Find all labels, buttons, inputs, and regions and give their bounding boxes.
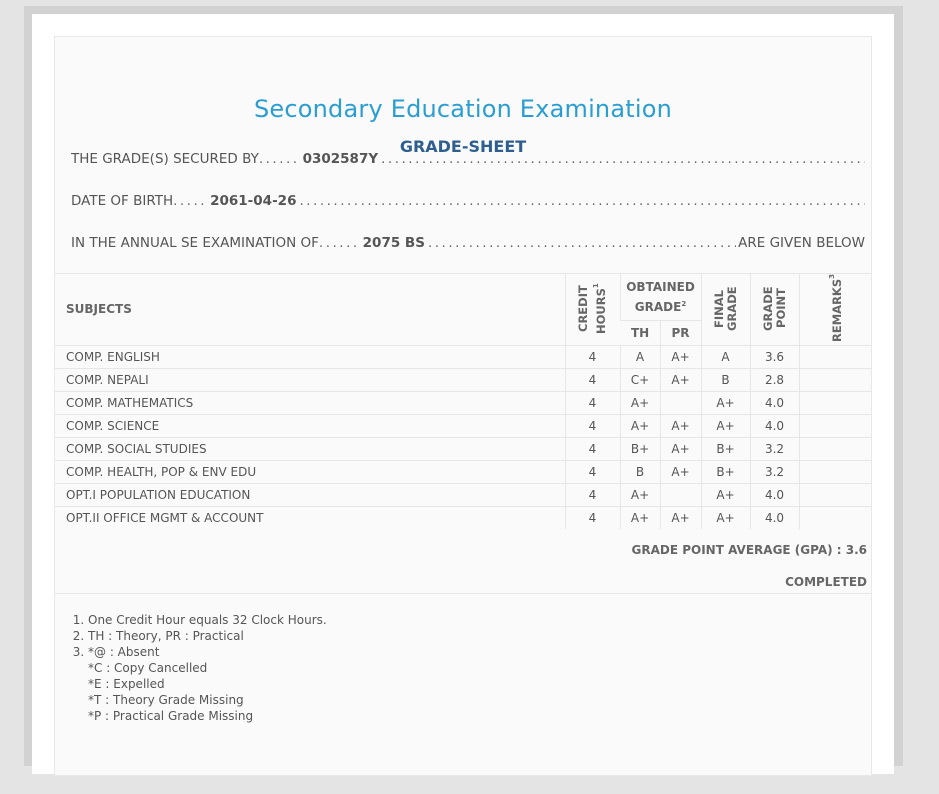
remarks-cell — [798, 436, 871, 461]
remarks-cell — [798, 390, 871, 415]
credit-cell: 4 — [564, 413, 620, 438]
grade-point-cell: 4.0 — [749, 413, 799, 438]
th-grade-cell: A+ — [619, 413, 660, 438]
date-of-birth: 2061-04-26 — [210, 193, 297, 209]
grade-point-header: GRADE POINT — [749, 273, 799, 346]
grade-point-cell: 4.0 — [749, 505, 799, 529]
table-row: COMP. HEALTH, POP & ENV EDU 4 B A+ B+ 3.2 — [55, 459, 871, 484]
subject-cell: OPT.II OFFICE MGMT & ACCOUNT — [55, 505, 565, 529]
pr-grade-cell — [659, 482, 701, 507]
final-grade-header: FINAL GRADE — [700, 273, 750, 346]
secured-by-label: THE GRADE(S) SECURED BY — [71, 151, 259, 167]
th-grade-cell: B+ — [619, 436, 660, 461]
th-grade-cell: B — [619, 459, 660, 484]
remarks-cell — [798, 505, 871, 529]
footnote-1: One Credit Hour equals 32 Clock Hours. — [88, 612, 871, 628]
pr-header: PR — [659, 320, 701, 346]
result-status: COMPLETED — [785, 575, 867, 589]
table-row: OPT.II OFFICE MGMT & ACCOUNT 4 A+ A+ A+ 4.0 — [55, 505, 871, 529]
grade-point-cell: 2.8 — [749, 367, 799, 392]
remarks-cell — [798, 344, 871, 369]
footnote-3: *@ : Absent *C : Copy Cancelled*E : Expe… — [88, 644, 871, 724]
subject-cell: COMP. SCIENCE — [55, 413, 565, 438]
grades-table: SUBJECTS CREDIT HOURS1 OBTAINED GRADE2 F… — [55, 272, 871, 529]
credit-cell: 4 — [564, 367, 620, 392]
grade-point-cell: 3.2 — [749, 436, 799, 461]
exam-label: IN THE ANNUAL SE EXAMINATION OF — [71, 235, 319, 251]
final-grade-cell: B+ — [700, 436, 750, 461]
table-row: COMP. MATHEMATICS 4 A+ A+ 4.0 — [55, 390, 871, 415]
table-row: COMP. NEPALI 4 C+ A+ B 2.8 — [55, 367, 871, 392]
remarks-cell — [798, 367, 871, 392]
final-grade-cell: A+ — [700, 390, 750, 415]
pr-grade-cell: A+ — [659, 436, 701, 461]
credit-hours-header: CREDIT HOURS1 — [564, 273, 620, 346]
th-grade-cell: C+ — [619, 367, 660, 392]
pr-grade-cell: A+ — [659, 505, 701, 529]
subject-cell: COMP. NEPALI — [55, 367, 565, 392]
table-row: COMP. ENGLISH 4 A A+ A 3.6 — [55, 344, 871, 369]
code-list: *C : Copy Cancelled *E : Expelled *T : The… — [88, 660, 871, 724]
dob-line: DATE OF BIRTH ..... 2061-04-26 .........… — [71, 193, 865, 209]
grade-point-cell: 3.6 — [749, 344, 799, 369]
obtained-grade-header: OBTAINED GRADE2 — [619, 272, 701, 321]
code-item: *E : Expelled — [88, 677, 165, 691]
pr-grade-cell: A+ — [659, 459, 701, 484]
exam-suffix: ARE GIVEN BELOW — [738, 235, 865, 251]
remarks-header: REMARKS3 — [798, 273, 871, 346]
final-grade-cell: B — [700, 367, 750, 392]
pr-grade-cell — [659, 390, 701, 415]
credit-cell: 4 — [564, 436, 620, 461]
exam-year: 2075 BS — [362, 235, 425, 251]
pr-grade-cell: A+ — [659, 367, 701, 392]
subject-cell: COMP. MATHEMATICS — [55, 390, 565, 415]
subject-cell: COMP. SOCIAL STUDIES — [55, 436, 565, 461]
secured-by-line: THE GRADE(S) SECURED BY ...... 0302587Y … — [71, 151, 865, 167]
symbol-number: 0302587Y — [302, 151, 379, 167]
code-item: *T : Theory Grade Missing — [88, 693, 244, 707]
th-grade-cell: A+ — [619, 390, 660, 415]
code-item: *C : Copy Cancelled — [88, 661, 208, 675]
th-grade-cell: A+ — [619, 482, 660, 507]
final-grade-cell: A+ — [700, 413, 750, 438]
code-item: *P : Practical Grade Missing — [88, 709, 254, 723]
credit-cell: 4 — [564, 459, 620, 484]
grade-point-cell: 4.0 — [749, 482, 799, 507]
grade-sheet: Secondary Education Examination GRADE-SH… — [54, 36, 872, 776]
exam-line: IN THE ANNUAL SE EXAMINATION OF ...... 2… — [71, 235, 865, 251]
grade-point-cell: 4.0 — [749, 390, 799, 415]
table-row: OPT.I POPULATION EDUCATION 4 A+ A+ 4.0 — [55, 482, 871, 507]
footnote-2: TH : Theory, PR : Practical — [88, 628, 871, 644]
grade-point-cell: 3.2 — [749, 459, 799, 484]
final-grade-cell: A+ — [700, 482, 750, 507]
pr-grade-cell: A+ — [659, 413, 701, 438]
table-row: COMP. SOCIAL STUDIES 4 B+ A+ B+ 3.2 — [55, 436, 871, 461]
table-row: COMP. SCIENCE 4 A+ A+ A+ 4.0 — [55, 413, 871, 438]
final-grade-cell: B+ — [700, 459, 750, 484]
final-grade-cell: A — [700, 344, 750, 369]
remarks-cell — [798, 482, 871, 507]
credit-cell: 4 — [564, 505, 620, 529]
subject-cell: COMP. ENGLISH — [55, 344, 565, 369]
th-grade-cell: A — [619, 344, 660, 369]
remarks-cell — [798, 413, 871, 438]
remarks-cell — [798, 459, 871, 484]
subject-cell: OPT.I POPULATION EDUCATION — [55, 482, 565, 507]
document-subtitle: GRADE-SHEET — [399, 137, 527, 156]
document-title: Secondary Education Examination — [253, 95, 673, 123]
credit-cell: 4 — [564, 390, 620, 415]
subject-cell: COMP. HEALTH, POP & ENV EDU — [55, 459, 565, 484]
credit-cell: 4 — [564, 344, 620, 369]
th-header: TH — [620, 320, 660, 346]
pr-grade-cell: A+ — [659, 344, 701, 369]
gpa-summary: GRADE POINT AVERAGE (GPA) : 3.6 — [631, 543, 868, 557]
dob-label: DATE OF BIRTH — [71, 193, 174, 209]
footnotes: One Credit Hour equals 32 Clock Hours. T… — [55, 593, 871, 794]
th-grade-cell: A+ — [619, 505, 660, 529]
credit-cell: 4 — [564, 482, 620, 507]
subjects-header: SUBJECTS — [55, 273, 565, 346]
final-grade-cell: A+ — [700, 505, 750, 529]
